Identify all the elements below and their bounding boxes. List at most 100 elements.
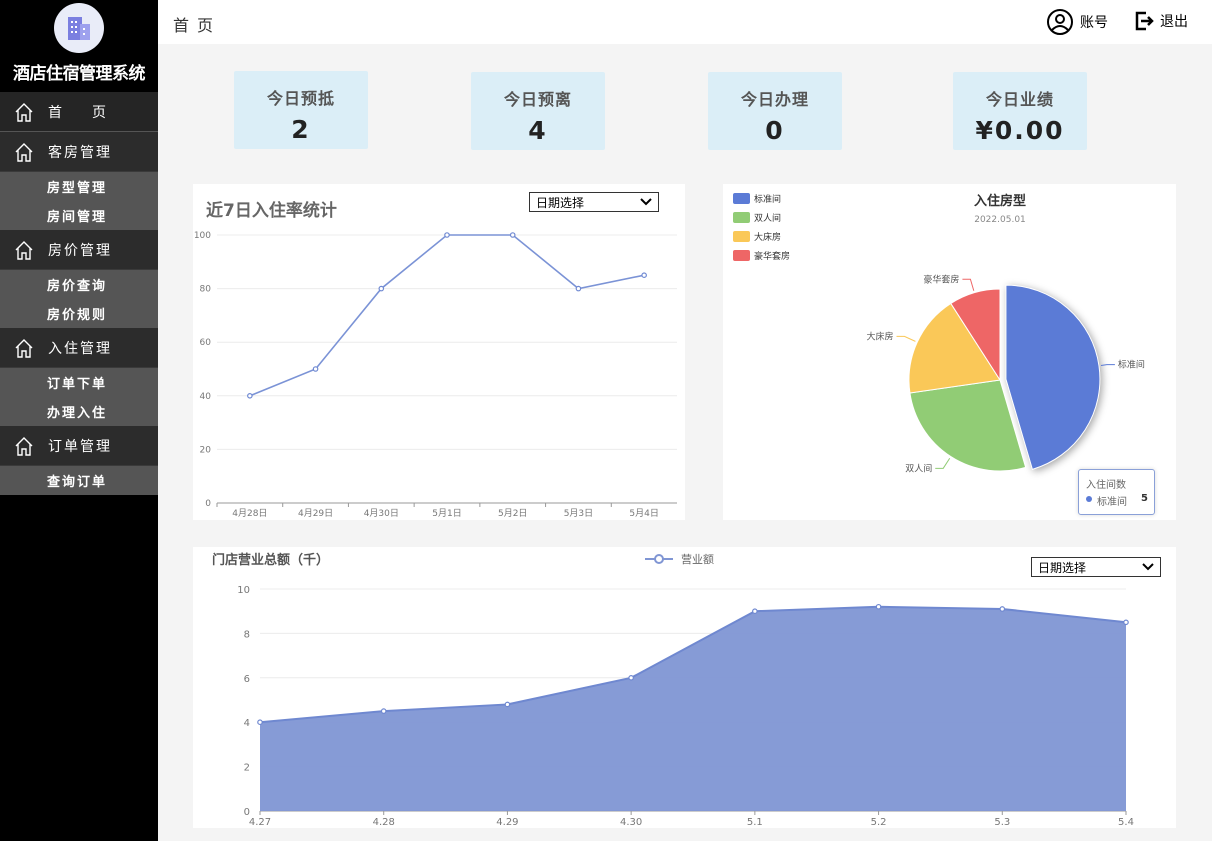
- sidebar-menu-group[interactable]: 订单管理: [0, 426, 158, 466]
- data-point: [752, 608, 758, 614]
- data-point: [378, 285, 385, 292]
- x-tick-label: 5月2日: [498, 508, 527, 519]
- occupancy-chart-title: 近7日入住率统计: [206, 201, 337, 221]
- label-line: [962, 278, 975, 291]
- account-label: 账号: [1080, 15, 1108, 31]
- tooltip-title: 入住间数: [1086, 480, 1126, 491]
- chevron-down-icon: [640, 198, 652, 206]
- x-tick-label: 4月28日: [232, 508, 267, 519]
- legend-swatch[interactable]: [733, 212, 750, 223]
- sidebar-submenu: 房型管理 房间管理: [0, 172, 158, 230]
- series-line: [249, 234, 645, 397]
- home-icon: [15, 240, 33, 260]
- pie-slice[interactable]: [908, 302, 1001, 394]
- occupancy-date-select[interactable]: 日期选择: [529, 192, 659, 212]
- x-tick-label: 4.29: [496, 817, 518, 828]
- tooltip-name: 标准间: [1097, 497, 1127, 508]
- revenue-date-select[interactable]: 日期选择: [1031, 557, 1161, 577]
- data-point: [628, 675, 634, 681]
- logout-button[interactable]: 退出: [1134, 11, 1188, 31]
- sidebar-submenu: 查询订单: [0, 466, 158, 495]
- data-point: [312, 366, 319, 372]
- home-icon: [15, 436, 33, 456]
- sidebar-menu-group[interactable]: 客房管理: [0, 132, 158, 172]
- sidebar-submenu-item[interactable]: 订单下单: [47, 377, 108, 392]
- pie-slice[interactable]: [950, 288, 1001, 382]
- y-tick-label: 8: [244, 629, 250, 640]
- sidebar-submenu-item[interactable]: 房价规则: [47, 308, 108, 323]
- data-point: [641, 272, 647, 279]
- sidebar-menu-group[interactable]: 首页: [0, 92, 158, 132]
- home-icon: [15, 338, 33, 358]
- sidebar-menu-group[interactable]: 入住管理: [0, 328, 158, 368]
- legend-swatch[interactable]: [733, 231, 750, 242]
- x-tick-label: 4.30: [620, 817, 642, 828]
- x-tick-label: 5月3日: [564, 508, 593, 519]
- sidebar-submenu: 订单下单 办理入住: [0, 368, 158, 426]
- legend-marker[interactable]: [654, 554, 664, 564]
- user-circle-icon: [1047, 9, 1073, 35]
- sidebar-submenu-item[interactable]: 办理入住: [47, 406, 108, 421]
- sidebar-menu-label: 房价管理: [48, 242, 112, 259]
- slice-label: 大床房: [866, 330, 893, 342]
- home-icon: [15, 102, 33, 122]
- y-tick-label: 0: [205, 499, 211, 509]
- y-tick-label: 4: [244, 718, 250, 729]
- x-tick-label: 4.27: [249, 817, 271, 828]
- revenue-area-chart: 门店营业总额（千） 营业额 0 2 4 6 8 10 4.27 4.28 4.29 4.30 5.1 5.…: [212, 552, 1134, 828]
- data-point: [247, 393, 253, 399]
- y-tick-label: 6: [244, 674, 250, 685]
- breadcrumb: 首页: [173, 16, 222, 35]
- data-point: [509, 232, 516, 238]
- sidebar-menu-group[interactable]: 房价管理: [0, 230, 158, 270]
- data-point: [380, 708, 387, 714]
- legend-label: 豪华套房: [754, 250, 790, 262]
- stat-card-revenue: 今日业绩 ¥0.00: [953, 72, 1087, 150]
- x-tick-label: 5.1: [747, 817, 763, 828]
- stat-value: 4: [528, 116, 548, 145]
- date-select-label: 日期选择: [536, 195, 585, 210]
- y-tick-label: 0: [244, 807, 250, 818]
- room-type-pie-panel: 入住房型 2022.05.01 标准间 双人间 大床房 豪华套房 标准间 双人间 大床房 豪华套房…: [723, 184, 1176, 520]
- slice-label: 豪华套房: [923, 273, 959, 285]
- revenue-chart-title: 门店营业总额（千）: [212, 552, 329, 568]
- sidebar-submenu-item[interactable]: 房间管理: [47, 210, 108, 225]
- pie-subtitle: 2022.05.01: [974, 215, 1026, 225]
- y-tick-label: 10: [237, 585, 250, 596]
- label-line: [935, 457, 951, 469]
- stat-title: 今日业绩: [985, 90, 1054, 109]
- y-tick-label: 60: [200, 338, 212, 348]
- date-select-label: 日期选择: [1038, 560, 1087, 575]
- stat-card-arrivals: 今日预抵 2: [234, 71, 368, 149]
- x-tick-label: 5.4: [1118, 817, 1134, 828]
- data-point: [444, 232, 450, 238]
- account-button[interactable]: 账号: [1046, 8, 1108, 36]
- sidebar-submenu-item[interactable]: 查询订单: [47, 475, 108, 490]
- pie-slice[interactable]: [909, 379, 1027, 472]
- x-tick-label: 4.28: [373, 817, 395, 828]
- sidebar: 酒店住宿管理系统 首页 客房管理 房型管理 房间管理 房价管理 房价查询 房价规则 入住管理订…: [0, 0, 158, 841]
- x-tick-label: 5.3: [994, 817, 1010, 828]
- data-point: [999, 606, 1006, 612]
- data-point: [575, 285, 582, 292]
- sidebar-menu-label: 首页: [48, 104, 136, 121]
- pie-tooltip: 入住间数 标准间 5: [1078, 469, 1155, 515]
- logout-label: 退出: [1160, 14, 1188, 30]
- hotel-building-icon: [54, 3, 104, 53]
- legend-swatch[interactable]: [733, 193, 750, 204]
- data-point: [875, 603, 882, 610]
- pie-title: 入住房型: [974, 193, 1026, 209]
- sidebar-submenu-item[interactable]: 房型管理: [47, 181, 108, 196]
- sidebar-menu: 首页客房管理房型管理房间管理房价管理房价查询房价规则入住管理订单下单办理入住订单…: [0, 92, 158, 495]
- pie-slice[interactable]: [1005, 284, 1101, 470]
- stat-title: 今日办理: [740, 90, 809, 109]
- data-point: [504, 701, 511, 708]
- stat-card-processed: 今日办理 0: [708, 72, 842, 150]
- slice-label: 标准间: [1118, 359, 1145, 371]
- legend-label: 双人间: [754, 212, 781, 224]
- legend-label: 标准间: [754, 193, 781, 205]
- sidebar-submenu-item[interactable]: 房价查询: [47, 279, 108, 294]
- legend-swatch[interactable]: [733, 250, 750, 261]
- x-tick-label: 4月30日: [364, 508, 399, 519]
